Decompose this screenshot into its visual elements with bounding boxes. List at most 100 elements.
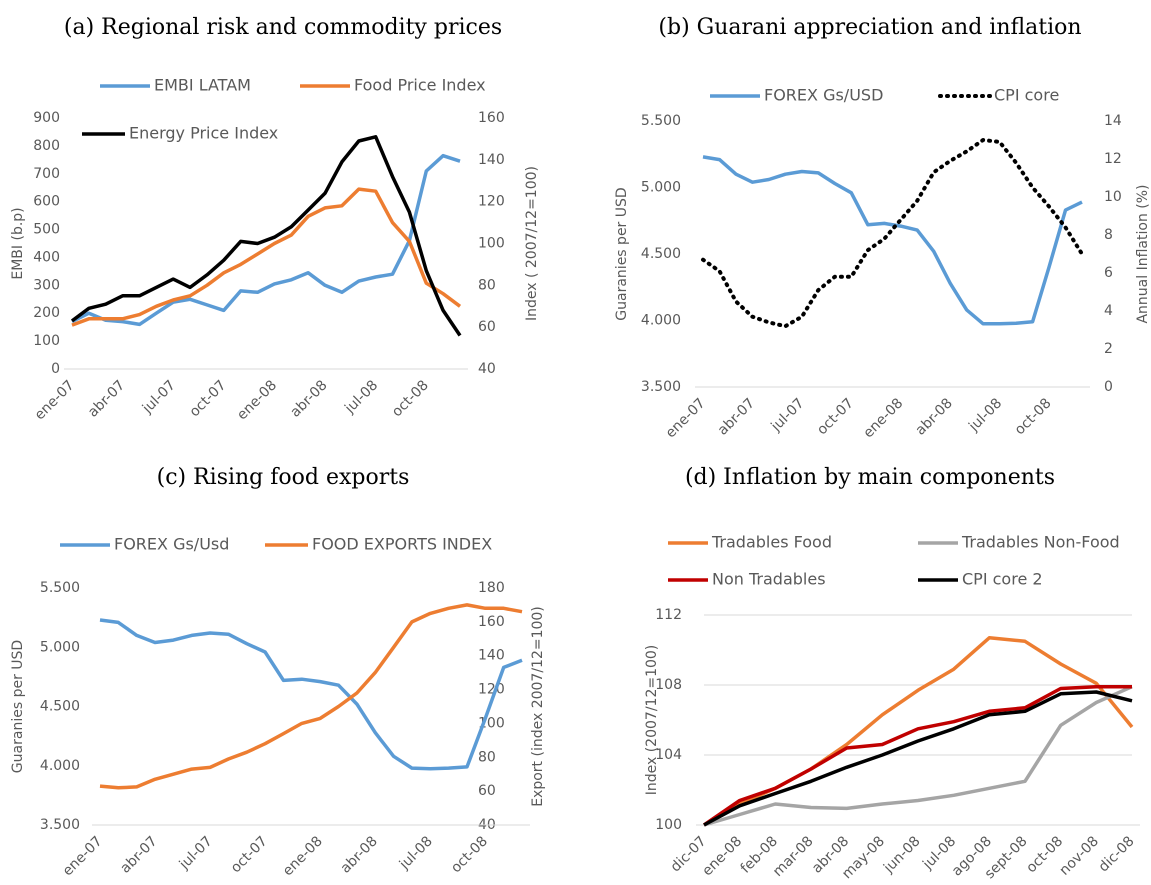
- y2-tick-label: 10: [1104, 189, 1122, 205]
- y2-tick-label: 180: [478, 580, 505, 596]
- y-tick-label: 4.500: [641, 246, 681, 262]
- series-line: [703, 690, 1133, 827]
- y-axis-label: EMBI (b.p): [10, 207, 26, 279]
- y2-axis-label: Export (index 2007/12=100): [530, 606, 546, 807]
- series-line: [99, 618, 523, 771]
- y-tick-label: 500: [33, 222, 60, 238]
- y-tick-label: 900: [33, 110, 60, 126]
- y2-tick-label: 12: [1104, 151, 1122, 167]
- y2-tick-label: 160: [478, 614, 505, 630]
- y-tick-label: 104: [655, 747, 682, 763]
- x-tick-label: abr-08: [913, 395, 956, 438]
- y-tick-label: 200: [33, 305, 60, 321]
- y2-tick-label: 8: [1104, 227, 1113, 243]
- x-tick-label: ene-08: [860, 395, 906, 441]
- x-tick-label: oct-08: [389, 377, 432, 420]
- y-tick-label: 112: [655, 607, 682, 623]
- y2-tick-label: 120: [478, 194, 505, 210]
- chart-title: (d) Inflation by main components: [685, 465, 1055, 490]
- y-axis-label: Index (2007/12=100): [644, 645, 660, 796]
- series-line: [99, 603, 523, 790]
- y-tick-label: 5.000: [641, 180, 681, 196]
- y-tick-label: 100: [655, 817, 682, 833]
- chart-title: (a) Regional risk and commodity prices: [64, 15, 502, 40]
- series-line: [703, 684, 1132, 827]
- y-tick-label: 300: [33, 277, 60, 293]
- y-tick-label: 600: [33, 194, 60, 210]
- y-axis-label: Guaranies per USD: [10, 640, 26, 773]
- series-line: [71, 187, 462, 327]
- y-tick-label: 4.000: [641, 313, 681, 329]
- x-tick-label: jul-08: [965, 395, 1005, 435]
- series-line: [71, 153, 461, 327]
- x-tick-label: oct-08: [1012, 395, 1055, 438]
- y2-axis-label: Annual Inflation (%): [1135, 184, 1151, 323]
- legend-label: Tradables Food: [711, 533, 832, 552]
- y2-tick-label: 4: [1104, 303, 1113, 319]
- y-tick-label: 5.000: [40, 639, 80, 655]
- y2-tick-label: 140: [478, 152, 505, 168]
- x-tick-label: ene-07: [60, 833, 106, 879]
- x-tick-label: oct-07: [814, 395, 857, 438]
- series-line: [703, 685, 1133, 827]
- y-tick-label: 3.500: [40, 817, 80, 833]
- y2-tick-label: 100: [478, 236, 505, 252]
- legend-label: FOREX Gs/Usd: [114, 535, 229, 554]
- y-tick-label: 5.500: [40, 580, 80, 596]
- chart-title: (b) Guarani appreciation and inflation: [658, 15, 1081, 40]
- x-tick-label: mar-08: [770, 833, 817, 880]
- y2-tick-label: 120: [478, 682, 505, 698]
- legend-label: CPI core: [994, 86, 1059, 105]
- y2-tick-label: 60: [478, 783, 496, 799]
- x-tick-label: abr-08: [287, 377, 330, 420]
- y2-tick-label: 40: [478, 361, 496, 377]
- y2-tick-label: 6: [1104, 265, 1113, 281]
- y-tick-label: 100: [33, 333, 60, 349]
- y-tick-label: 800: [33, 138, 60, 154]
- legend-label: CPI core 2: [962, 570, 1043, 589]
- y-tick-label: 108: [655, 677, 682, 693]
- y-tick-label: 4.500: [40, 699, 80, 715]
- x-tick-label: ene-07: [663, 395, 709, 441]
- series-line: [702, 155, 1083, 326]
- legend-label: Energy Price Index: [129, 124, 278, 143]
- series-line: [701, 138, 1084, 329]
- legend-label: FOOD EXPORTS INDEX: [312, 535, 492, 554]
- y2-tick-label: 140: [478, 648, 505, 664]
- legend-label: Tradables Non-Food: [961, 533, 1120, 552]
- y2-tick-label: 80: [478, 277, 496, 293]
- legend-label: Food Price Index: [354, 76, 486, 95]
- y-tick-label: 700: [33, 166, 60, 182]
- legend-label: FOREX Gs/USD: [764, 86, 883, 105]
- x-tick-label: nov-08: [1057, 833, 1102, 878]
- y2-axis-label: Index ( 2007/12=100): [524, 166, 540, 321]
- x-tick-label: ene-08: [234, 377, 280, 423]
- x-tick-label: ene-07: [32, 377, 78, 423]
- x-tick-label: jul-07: [768, 395, 808, 435]
- y-tick-label: 0: [51, 361, 60, 377]
- x-tick-label: ene-08: [280, 833, 326, 879]
- series-line: [70, 135, 462, 337]
- y-tick-label: 5.500: [641, 113, 681, 129]
- x-tick-label: oct-08: [448, 833, 491, 876]
- x-tick-label: jul-07: [176, 833, 216, 873]
- y2-tick-label: 160: [478, 110, 505, 126]
- x-tick-label: oct-07: [187, 377, 230, 420]
- y-axis-label: Guaranies per USD: [614, 187, 630, 320]
- legend-label: Non Tradables: [712, 570, 826, 589]
- x-tick-label: abr-07: [85, 377, 128, 420]
- x-tick-label: abr-07: [715, 395, 758, 438]
- legend-label: EMBI LATAM: [154, 76, 251, 95]
- y2-tick-label: 0: [1104, 379, 1113, 395]
- x-tick-label: jul-08: [396, 833, 436, 873]
- x-tick-label: ene-08: [699, 833, 745, 879]
- chart-title: (c) Rising food exports: [157, 465, 410, 490]
- x-tick-label: dic-08: [1096, 833, 1138, 875]
- y2-tick-label: 14: [1104, 113, 1122, 129]
- x-tick-label: abr-07: [117, 833, 160, 876]
- y-tick-label: 3.500: [641, 379, 681, 395]
- x-tick-label: jun-08: [880, 833, 923, 876]
- y-tick-label: 4.000: [40, 758, 80, 774]
- x-tick-label: jul-07: [139, 377, 179, 417]
